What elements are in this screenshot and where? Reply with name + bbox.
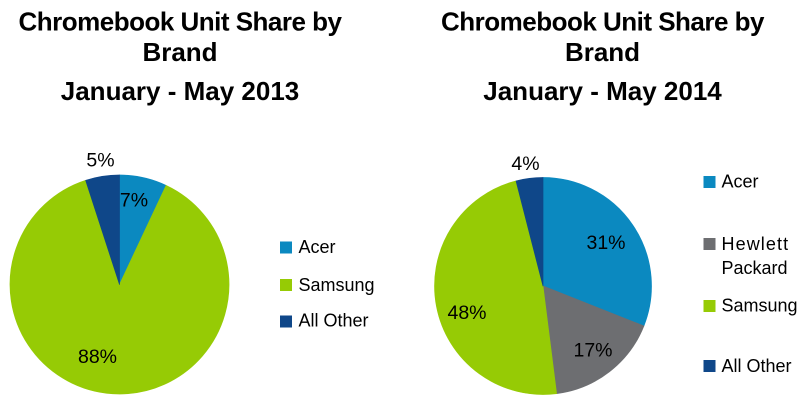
svg-text:Samsung: Samsung	[722, 296, 798, 316]
svg-text:88%: 88%	[78, 346, 117, 368]
svg-text:Acer: Acer	[722, 172, 759, 192]
svg-text:Brand: Brand	[565, 37, 640, 67]
svg-text:5%: 5%	[86, 150, 114, 172]
svg-text:Samsung: Samsung	[299, 275, 375, 295]
svg-text:Acer: Acer	[299, 237, 336, 257]
svg-text:31%: 31%	[586, 232, 625, 254]
svg-text:Chromebook Unit Share by: Chromebook Unit Share by	[441, 7, 765, 37]
svg-text:Packard: Packard	[722, 258, 788, 278]
svg-text:Brand: Brand	[142, 37, 217, 67]
svg-text:Chromebook Unit Share by: Chromebook Unit Share by	[19, 7, 343, 37]
svg-text:7%: 7%	[120, 190, 148, 212]
svg-text:January - May 2013: January - May 2013	[61, 76, 299, 106]
svg-text:48%: 48%	[447, 302, 486, 324]
svg-text:January - May 2014: January - May 2014	[483, 76, 722, 106]
svg-text:All Other: All Other	[299, 311, 369, 331]
svg-text:Hewlett: Hewlett	[722, 234, 790, 254]
svg-text:17%: 17%	[573, 340, 612, 362]
svg-text:All Other: All Other	[722, 356, 792, 376]
svg-text:4%: 4%	[511, 153, 539, 175]
